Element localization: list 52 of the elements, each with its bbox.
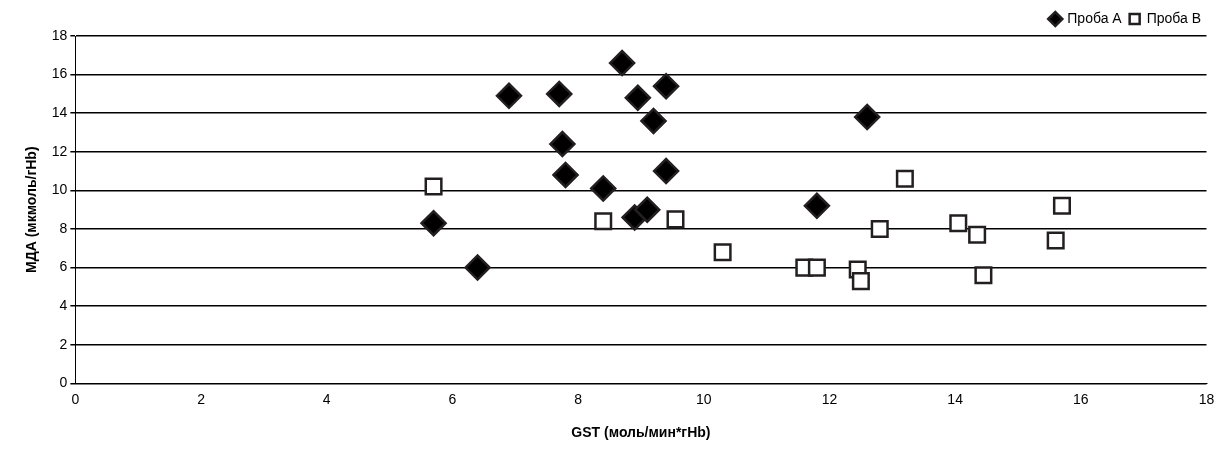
y-tick-label: 6 — [59, 258, 68, 275]
y-axis-title: МДА (мкмоль/гHb) — [23, 146, 40, 273]
y-tick-label: 8 — [59, 219, 68, 236]
point — [870, 219, 889, 239]
x-tick-label: 18 — [1198, 390, 1215, 407]
point — [545, 80, 573, 108]
point — [1052, 196, 1071, 215]
point — [424, 177, 443, 196]
point — [895, 169, 914, 188]
point — [495, 82, 523, 110]
legend-label: Проба В — [1146, 9, 1202, 26]
x-tick-label: 4 — [322, 390, 331, 407]
x-tick-label: 16 — [1073, 390, 1089, 407]
point — [552, 161, 579, 189]
x-tick-label: 10 — [695, 390, 712, 407]
point — [420, 209, 447, 237]
point — [713, 243, 732, 262]
y-tick-label: 0 — [59, 374, 68, 391]
point — [968, 225, 987, 244]
point — [807, 258, 826, 277]
point — [949, 214, 968, 233]
point — [464, 254, 491, 281]
point — [633, 196, 661, 223]
legend-label: Проба А — [1067, 9, 1123, 26]
y-tick-label: 18 — [51, 26, 68, 43]
x-tick-label: 2 — [197, 390, 206, 407]
point — [652, 157, 680, 185]
point — [608, 49, 636, 77]
point — [624, 84, 652, 112]
y-tick-label: 16 — [51, 65, 68, 82]
y-tick-label: 12 — [51, 142, 68, 159]
point — [589, 175, 617, 202]
point — [640, 107, 667, 135]
point — [1046, 231, 1065, 250]
point — [853, 103, 881, 131]
point — [851, 272, 870, 291]
y-tick-label: 2 — [59, 335, 68, 352]
point — [803, 192, 831, 220]
x-tick-label: 0 — [71, 390, 80, 407]
point — [549, 130, 576, 158]
point — [652, 72, 680, 100]
y-tick-label: 4 — [59, 297, 68, 314]
x-tick-label: 6 — [448, 390, 457, 407]
x-tick-label: 14 — [947, 390, 964, 407]
y-tick-label: 10 — [51, 181, 68, 198]
point — [974, 266, 993, 285]
x-tick-label: 8 — [574, 390, 583, 407]
y-tick-label: 14 — [51, 104, 68, 121]
x-tick-label: 12 — [821, 390, 838, 407]
point — [666, 210, 685, 229]
x-axis-title: GST (моль/мин*гHb) — [571, 424, 711, 441]
point — [594, 212, 613, 231]
